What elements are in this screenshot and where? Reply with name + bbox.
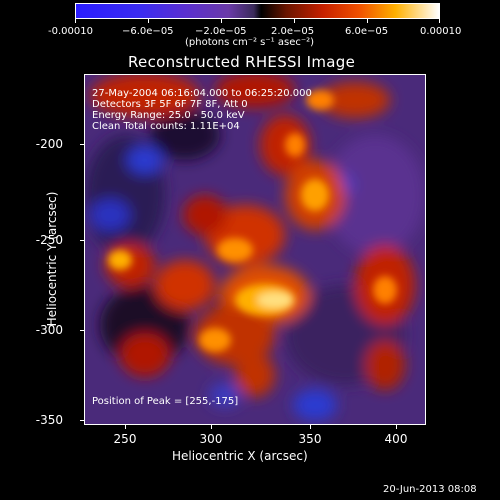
x-tick-label: 250 bbox=[113, 432, 137, 446]
y-axis-title: Heliocentric Y (arcsec) bbox=[45, 191, 59, 327]
colorbar-tick bbox=[367, 19, 368, 23]
colorbar-tick bbox=[221, 19, 222, 23]
peak-position-annotation: Position of Peak = [255,-175] bbox=[92, 396, 239, 407]
colorbar-tick bbox=[75, 19, 76, 23]
x-tick bbox=[211, 425, 212, 429]
x-tick-label: 300 bbox=[199, 432, 223, 446]
y-tick-label: -250 bbox=[35, 233, 63, 247]
rhessi-image bbox=[84, 74, 426, 425]
x-tick bbox=[125, 425, 126, 429]
colorbar-tick-label: -0.00010 bbox=[48, 26, 93, 37]
colorbar-tick-label: 0.00010 bbox=[420, 26, 462, 37]
x-tick-label: 350 bbox=[298, 432, 322, 446]
y-tick bbox=[80, 144, 84, 145]
y-tick-label: -300 bbox=[35, 323, 63, 337]
x-axis-title: Heliocentric X (arcsec) bbox=[172, 449, 308, 463]
colorbar-tick-label: −6.0e−05 bbox=[122, 26, 174, 37]
rhessi-image-canvas bbox=[85, 75, 425, 424]
detectors-annotation: Detectors 3F 5F 6F 7F 8F, Att 0 bbox=[92, 99, 248, 110]
y-tick bbox=[80, 330, 84, 331]
x-tick bbox=[310, 425, 311, 429]
time-range-annotation: 27-May-2004 06:16:04.000 to 06:25:20.000 bbox=[92, 88, 312, 99]
colorbar-tick bbox=[439, 19, 440, 23]
x-tick bbox=[396, 425, 397, 429]
colorbar-tick-label: 2.0e−05 bbox=[271, 26, 315, 37]
clean-counts-annotation: Clean Total counts: 1.11E+04 bbox=[92, 121, 240, 132]
y-tick-label: -350 bbox=[35, 413, 63, 427]
image-title: Reconstructed RHESSI Image bbox=[128, 53, 356, 71]
colorbar-tick bbox=[148, 19, 149, 23]
colorbar-tick bbox=[294, 19, 295, 23]
y-tick-label: -200 bbox=[35, 137, 63, 151]
y-tick bbox=[80, 420, 84, 421]
colorbar-units: (photons cm⁻² s⁻¹ asec⁻²) bbox=[185, 37, 315, 48]
colorbar-tick-label: 6.0e−05 bbox=[345, 26, 389, 37]
timestamp-footer: 20-Jun-2013 08:08 bbox=[383, 484, 477, 495]
x-tick-label: 400 bbox=[384, 432, 408, 446]
y-tick bbox=[80, 240, 84, 241]
colorbar bbox=[75, 3, 440, 19]
energy-range-annotation: Energy Range: 25.0 - 50.0 keV bbox=[92, 110, 245, 121]
colorbar-tick-label: −2.0e−05 bbox=[195, 26, 247, 37]
